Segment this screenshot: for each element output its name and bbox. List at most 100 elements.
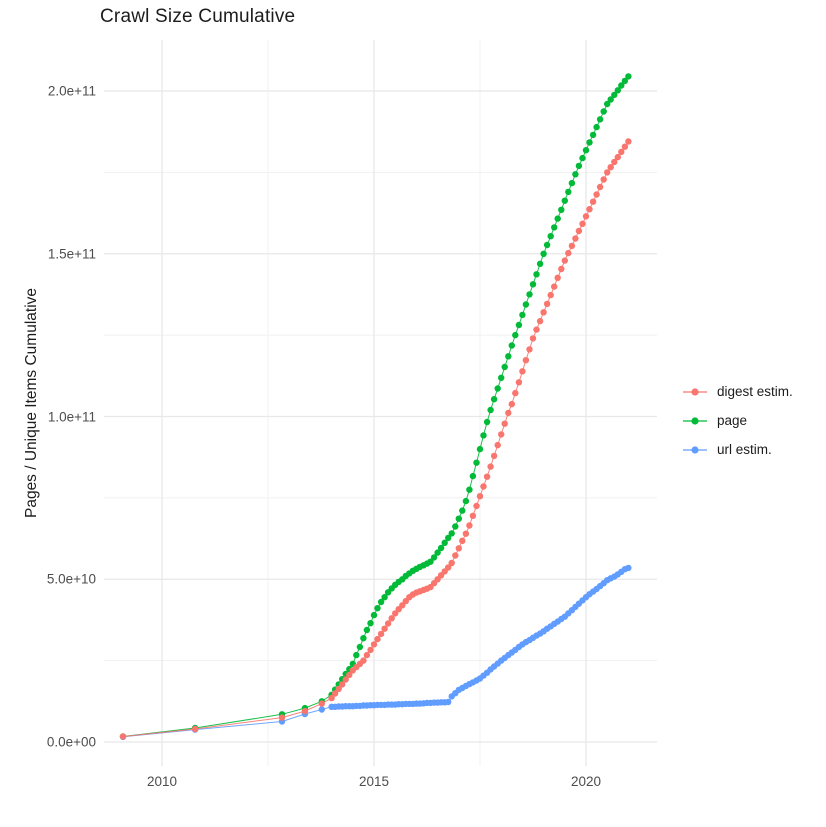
data-point bbox=[554, 215, 561, 222]
legend-key-icon bbox=[683, 416, 707, 425]
data-point bbox=[618, 148, 625, 156]
data-point bbox=[459, 537, 466, 544]
legend-key-icon bbox=[683, 445, 707, 454]
data-point bbox=[370, 611, 378, 619]
y-tick-label: 1.5e+11 bbox=[47, 246, 96, 262]
legend-key-point bbox=[691, 416, 699, 425]
data-point bbox=[455, 515, 462, 522]
data-point bbox=[445, 698, 452, 706]
data-point bbox=[346, 671, 353, 679]
data-point bbox=[529, 281, 537, 288]
x-tick-label: 2015 bbox=[358, 774, 390, 789]
data-point bbox=[604, 100, 611, 108]
data-point bbox=[519, 311, 526, 319]
data-point bbox=[445, 534, 452, 542]
data-point bbox=[119, 733, 127, 740]
data-point bbox=[579, 220, 586, 227]
data-point bbox=[459, 507, 466, 514]
data-point bbox=[363, 651, 371, 659]
data-point bbox=[301, 707, 309, 715]
data-point bbox=[494, 385, 501, 392]
data-point bbox=[367, 646, 374, 654]
data-point bbox=[600, 176, 607, 183]
data-point bbox=[614, 153, 621, 161]
data-point bbox=[568, 179, 576, 187]
data-point bbox=[318, 706, 325, 713]
data-point bbox=[374, 605, 381, 612]
data-point bbox=[593, 191, 600, 198]
y-tick-label: 5.0e+10 bbox=[46, 571, 96, 587]
data-point bbox=[526, 346, 533, 353]
data-point bbox=[331, 690, 339, 697]
legend-label: digest estim. bbox=[717, 384, 793, 399]
data-point bbox=[335, 685, 342, 693]
data-point bbox=[328, 694, 335, 702]
data-point bbox=[427, 558, 434, 565]
data-point bbox=[505, 353, 512, 360]
data-point bbox=[614, 87, 621, 94]
legend-entry: page bbox=[682, 406, 793, 435]
data-point bbox=[529, 335, 537, 342]
data-point bbox=[501, 420, 508, 427]
data-point bbox=[494, 441, 501, 449]
data-point bbox=[490, 396, 498, 403]
data-point bbox=[589, 198, 597, 205]
data-point bbox=[466, 486, 473, 493]
data-point bbox=[536, 260, 544, 267]
data-point bbox=[498, 374, 505, 381]
data-point bbox=[483, 418, 491, 426]
data-point bbox=[445, 564, 452, 571]
data-point bbox=[575, 162, 583, 170]
data-point bbox=[554, 274, 561, 281]
chart-title: Crawl Size Cumulative bbox=[100, 6, 296, 27]
data-point bbox=[377, 630, 385, 638]
data-point bbox=[473, 502, 480, 510]
data-point bbox=[572, 171, 579, 178]
data-point bbox=[519, 368, 526, 375]
legend-key-point bbox=[691, 445, 699, 454]
data-point bbox=[522, 301, 530, 308]
data-point bbox=[611, 158, 618, 166]
data-point bbox=[508, 400, 515, 408]
data-point bbox=[579, 154, 586, 162]
data-point bbox=[533, 271, 540, 278]
data-point bbox=[278, 714, 286, 721]
data-point bbox=[434, 549, 441, 556]
data-point bbox=[543, 300, 551, 308]
data-point bbox=[625, 564, 632, 572]
data-point bbox=[437, 544, 445, 552]
data-point bbox=[593, 123, 600, 131]
data-point bbox=[462, 530, 470, 537]
data-point bbox=[374, 635, 381, 643]
data-point bbox=[536, 317, 544, 325]
data-point bbox=[582, 147, 590, 154]
data-point bbox=[582, 213, 590, 220]
data-point bbox=[600, 108, 607, 115]
data-point bbox=[448, 530, 455, 537]
x-tick-label: 2010 bbox=[146, 774, 178, 789]
data-point bbox=[572, 235, 579, 242]
data-point bbox=[512, 389, 519, 397]
data-point bbox=[505, 409, 512, 417]
data-point bbox=[367, 620, 374, 627]
data-point bbox=[381, 625, 388, 632]
data-point bbox=[469, 472, 477, 480]
data-point bbox=[543, 241, 551, 249]
data-point bbox=[381, 594, 388, 601]
y-tick-label: 1.0e+11 bbox=[47, 409, 96, 424]
legend: digest estim. page url estim. bbox=[682, 377, 793, 464]
data-point bbox=[363, 626, 371, 634]
data-point bbox=[353, 651, 360, 659]
data-point bbox=[441, 539, 448, 546]
data-point bbox=[621, 77, 629, 85]
y-axis-title: Pages / Unique Items Cumulative bbox=[23, 287, 40, 519]
y-tick-label: 0.0e+00 bbox=[46, 734, 96, 750]
data-point bbox=[575, 227, 583, 235]
data-point bbox=[515, 379, 523, 386]
y-tick-label: 2.0e+11 bbox=[47, 83, 96, 99]
legend-entry: digest estim. bbox=[682, 377, 793, 406]
data-point bbox=[452, 552, 459, 559]
data-point bbox=[515, 321, 523, 329]
